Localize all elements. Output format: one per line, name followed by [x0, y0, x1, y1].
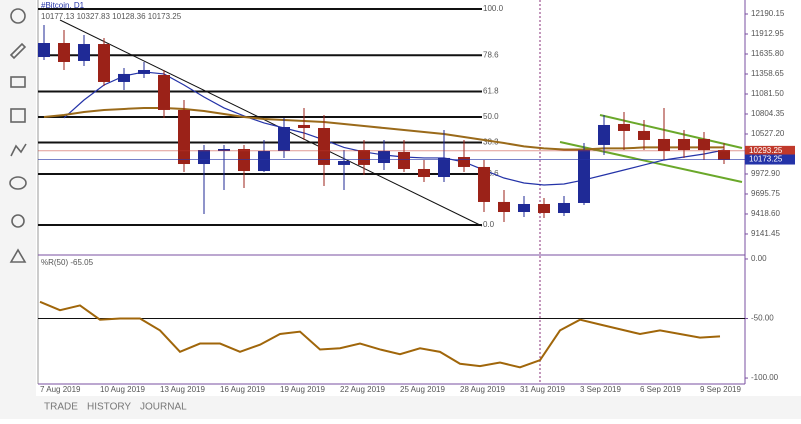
chat-icon[interactable]	[9, 176, 27, 190]
candle-body	[338, 160, 350, 165]
candle-body	[118, 73, 130, 82]
x-tick-label: 9 Sep 2019	[700, 385, 741, 394]
candle-body	[478, 166, 490, 202]
candle-body	[538, 203, 550, 214]
candle-body	[558, 202, 570, 214]
indicator-line	[39, 300, 721, 369]
y-tick-label: 10527.20	[751, 129, 785, 138]
candle-body	[278, 127, 290, 151]
candle-body	[398, 151, 410, 169]
account-icon[interactable]	[10, 8, 26, 24]
candle-body	[458, 157, 470, 167]
symbol-label: #Bitcoin, D1	[41, 1, 85, 10]
price-box	[745, 154, 795, 165]
edit-icon[interactable]	[9, 42, 27, 60]
y-tick-label: 12190.15	[751, 9, 785, 18]
y-tick-label: -100.00	[751, 373, 779, 382]
trend-line	[59, 19, 483, 227]
x-tick-label: 16 Aug 2019	[220, 385, 265, 394]
tab[interactable]: TRADE	[44, 402, 78, 413]
tree-icon[interactable]	[9, 248, 27, 263]
price-box	[745, 145, 795, 156]
candle-body	[418, 168, 430, 178]
candle-body	[78, 44, 90, 61]
chart-icon[interactable]	[10, 143, 27, 157]
candle-body	[518, 203, 530, 213]
fib-label: 23.6	[483, 169, 499, 178]
candle-body	[158, 74, 170, 110]
candle-body	[318, 128, 330, 165]
y-tick-label: 11912.95	[751, 29, 784, 38]
settings-icon[interactable]	[11, 214, 25, 228]
candle-body	[358, 150, 370, 165]
candle-body	[258, 150, 270, 172]
x-tick-label: 3 Sep 2019	[580, 385, 621, 394]
fib-label: 100.0	[483, 4, 504, 13]
candle-body	[438, 157, 450, 178]
indicator-label: %R(50) -65.05	[41, 258, 94, 267]
y-tick-label: 0.00	[751, 254, 767, 263]
candle-body	[698, 138, 710, 151]
y-tick-label: 11635.80	[751, 49, 784, 58]
y-tick-label: 9972.90	[751, 169, 780, 178]
candle-body	[718, 150, 730, 160]
y-tick-label: 11358.65	[751, 69, 784, 78]
y-tick-label: 9141.45	[751, 229, 780, 238]
x-tick-label: 31 Aug 2019	[520, 385, 565, 394]
x-tick-label: 22 Aug 2019	[340, 385, 385, 394]
candle-body	[678, 138, 690, 151]
fib-label: 38.3	[483, 138, 499, 147]
candle-body	[578, 150, 590, 203]
y-tick-label: 11081.50	[751, 89, 784, 98]
y-tick-label: 9695.75	[751, 189, 780, 198]
candle-body	[38, 43, 50, 58]
x-tick-label: 25 Aug 2019	[400, 385, 445, 394]
x-tick-label: 6 Sep 2019	[640, 385, 681, 394]
x-tick-label: 28 Aug 2019	[460, 385, 505, 394]
bottom-bar	[0, 396, 801, 419]
candle-body	[238, 149, 250, 172]
candle-body	[638, 130, 650, 140]
x-tick-label: 13 Aug 2019	[160, 385, 205, 394]
candle-body	[498, 201, 510, 213]
fib-label: 78.6	[483, 50, 499, 59]
candle-body	[198, 150, 210, 165]
x-tick-label: 10 Aug 2019	[100, 385, 145, 394]
sidebar-icons	[9, 8, 27, 263]
candle-body	[598, 124, 610, 145]
ohlc-label: 10177.13 10327.83 10128.36 10173.25	[41, 12, 182, 21]
channel-upper	[599, 114, 743, 149]
x-tick-label: 7 Aug 2019	[40, 385, 81, 394]
tab[interactable]: JOURNAL	[140, 402, 187, 413]
fib-label: 50.0	[483, 112, 499, 121]
candle-body	[218, 149, 230, 151]
fib-label: 0.0	[483, 220, 495, 229]
candle-body	[618, 123, 630, 131]
tabs: TRADE HISTORY JOURNAL	[44, 402, 187, 413]
price-box-label: 10173.25	[749, 155, 783, 164]
news-icon[interactable]	[10, 108, 26, 123]
moving-average	[63, 71, 725, 186]
fib-label: 61.8	[483, 87, 499, 96]
candle-body	[98, 44, 110, 82]
candle-body	[58, 43, 70, 62]
y-tick-label: 9418.60	[751, 209, 780, 218]
candle-body	[378, 150, 390, 164]
candle-body	[138, 69, 150, 74]
x-tick-label: 19 Aug 2019	[280, 385, 325, 394]
candle-body	[658, 138, 670, 151]
moving-average	[43, 106, 724, 151]
candle-body	[178, 109, 190, 165]
mail-icon[interactable]	[10, 76, 26, 88]
tab[interactable]: HISTORY	[87, 402, 131, 413]
price-box-label: 10293.25	[749, 146, 783, 155]
y-tick-label: -50.00	[751, 314, 774, 323]
candle-body	[298, 124, 310, 129]
y-tick-label: 10804.35	[751, 109, 785, 118]
sidebar	[0, 0, 36, 419]
